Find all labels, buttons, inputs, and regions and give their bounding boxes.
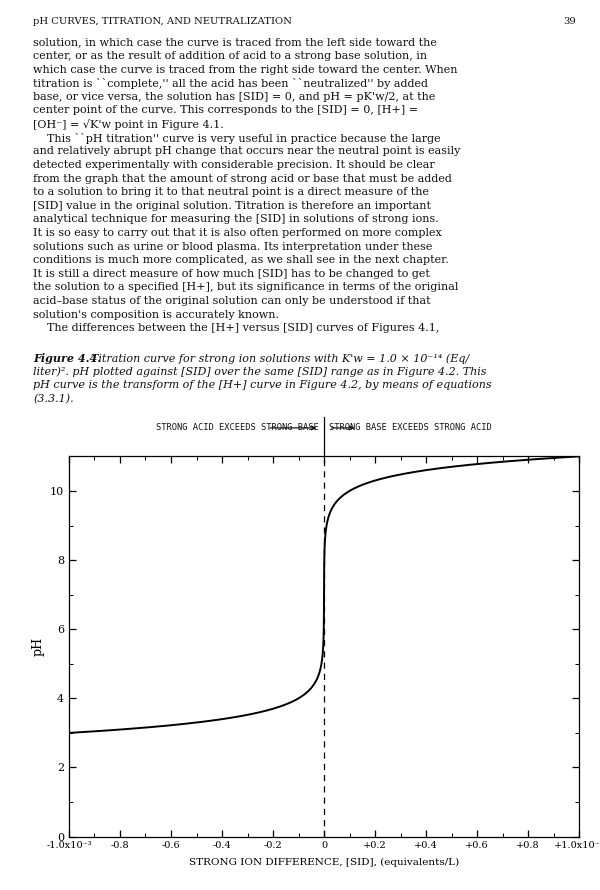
Text: solutions such as urine or blood plasma. Its interpretation under these: solutions such as urine or blood plasma.… xyxy=(33,242,433,252)
X-axis label: STRONG ION DIFFERENCE, [SID], (equivalents/L): STRONG ION DIFFERENCE, [SID], (equivalen… xyxy=(189,857,459,867)
Text: and relatively abrupt pH change that occurs near the neutral point is easily: and relatively abrupt pH change that occ… xyxy=(33,146,460,157)
Text: STRONG ACID EXCEEDS STRONG BASE: STRONG ACID EXCEEDS STRONG BASE xyxy=(157,424,319,433)
Text: solution, in which case the curve is traced from the left side toward the: solution, in which case the curve is tra… xyxy=(33,37,437,47)
Text: [OH⁻] = √K'w point in Figure 4.1.: [OH⁻] = √K'w point in Figure 4.1. xyxy=(33,119,224,130)
Text: base, or vice versa, the solution has [SID] = 0, and pH = pK'w/2, at the: base, or vice versa, the solution has [S… xyxy=(33,92,436,101)
Text: [SID] value in the original solution. Titration is therefore an important: [SID] value in the original solution. Ti… xyxy=(33,201,431,211)
Text: which case the curve is traced from the right side toward the center. When: which case the curve is traced from the … xyxy=(33,65,458,75)
Text: center, or as the result of addition of acid to a strong base solution, in: center, or as the result of addition of … xyxy=(33,51,427,61)
Text: This ``pH titration'' curve is very useful in practice because the large: This ``pH titration'' curve is very usef… xyxy=(33,133,440,143)
Text: Figure 4.4.: Figure 4.4. xyxy=(33,353,101,364)
Text: center point of the curve. This corresponds to the [SID] = 0, [H+] =: center point of the curve. This correspo… xyxy=(33,105,418,116)
Text: liter)². pH plotted against [SID] over the same [SID] range as in Figure 4.2. Th: liter)². pH plotted against [SID] over t… xyxy=(33,367,487,377)
Text: from the graph that the amount of strong acid or base that must be added: from the graph that the amount of strong… xyxy=(33,174,452,183)
Text: the solution to a specified [H+], but its significance in terms of the original: the solution to a specified [H+], but it… xyxy=(33,282,458,293)
Text: It is still a direct measure of how much [SID] has to be changed to get: It is still a direct measure of how much… xyxy=(33,269,430,279)
Text: The differences between the [H+] versus [SID] curves of Figures 4.1,: The differences between the [H+] versus … xyxy=(33,323,439,334)
Text: detected experimentally with considerable precision. It should be clear: detected experimentally with considerabl… xyxy=(33,160,435,170)
Text: solution's composition is accurately known.: solution's composition is accurately kno… xyxy=(33,310,279,320)
Text: STRONG BASE EXCEEDS STRONG ACID: STRONG BASE EXCEEDS STRONG ACID xyxy=(329,424,491,433)
Text: (3.3.1).: (3.3.1). xyxy=(33,394,74,404)
Text: pH curve is the transform of the [H+] curve in Figure 4.2, by means of equations: pH curve is the transform of the [H+] cu… xyxy=(33,380,491,390)
Text: It is so easy to carry out that it is also often performed on more complex: It is so easy to carry out that it is al… xyxy=(33,228,442,238)
Y-axis label: pH: pH xyxy=(31,637,44,656)
Text: titration is ``complete,'' all the acid has been ``neutralized'' by added: titration is ``complete,'' all the acid … xyxy=(33,78,428,89)
Text: 39: 39 xyxy=(563,17,576,26)
Text: acid–base status of the original solution can only be understood if that: acid–base status of the original solutio… xyxy=(33,296,431,306)
Text: conditions is much more complicated, as we shall see in the next chapter.: conditions is much more complicated, as … xyxy=(33,255,449,265)
Text: pH CURVES, TITRATION, AND NEUTRALIZATION: pH CURVES, TITRATION, AND NEUTRALIZATION xyxy=(33,17,292,26)
Text: to a solution to bring it to that neutral point is a direct measure of the: to a solution to bring it to that neutra… xyxy=(33,187,429,198)
Text: Titration curve for strong ion solutions with K'w = 1.0 × 10⁻¹⁴ (Eq/: Titration curve for strong ion solutions… xyxy=(84,353,469,363)
Text: analytical technique for measuring the [SID] in solutions of strong ions.: analytical technique for measuring the [… xyxy=(33,214,439,224)
